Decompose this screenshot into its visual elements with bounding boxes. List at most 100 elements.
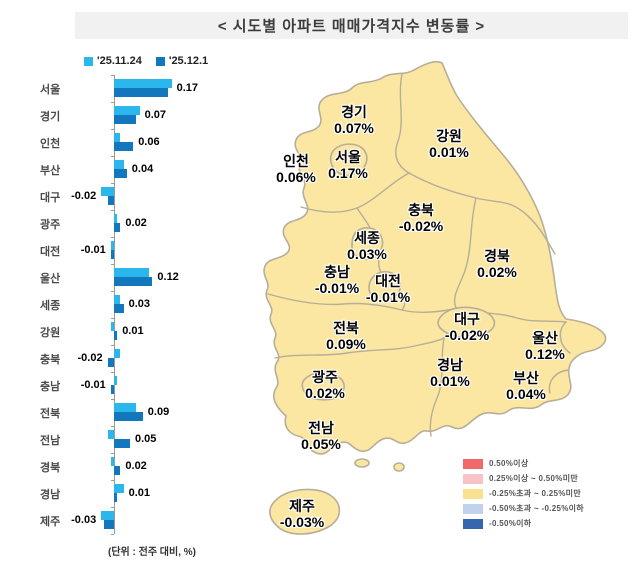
border-gangwon-south: [408, 172, 556, 255]
bar-series1: [114, 160, 124, 169]
bar-series2: [114, 439, 130, 448]
axis-tick: [111, 479, 114, 481]
axis-tick: [111, 263, 114, 265]
map-region-value: 0.01%: [429, 144, 469, 160]
daejeon-shape: [368, 271, 402, 302]
bar-series1: [114, 484, 124, 493]
value-label: 0.17: [176, 82, 199, 94]
map-region-value: 0.04%: [506, 386, 546, 402]
bar-series2: [114, 115, 137, 124]
category-label: 울산: [40, 273, 61, 285]
chart-legend: '25.11.24 '25.12.1: [84, 55, 208, 67]
category-label: 제주: [40, 516, 61, 528]
seoul-shape: [329, 143, 368, 177]
legend-item-series2: '25.12.1: [155, 55, 209, 67]
bar-series1: [114, 349, 121, 358]
map-legend-item: -0.50%초과 ~ -0.25%이하: [463, 503, 584, 514]
category-label: 강원: [40, 327, 61, 339]
island-shape: [354, 458, 370, 468]
series1-swatch-icon: [84, 56, 93, 66]
map-region-label: 울산 0.12%: [525, 330, 565, 362]
map-legend-item: -0.25%초과 ~ 0.25%미만: [463, 488, 581, 499]
bar-series1: [114, 376, 118, 385]
map-region-label: 충북 -0.02%: [399, 202, 443, 234]
map-region-name: 경북: [484, 248, 510, 264]
axis-tick: [111, 344, 114, 346]
value-label: 0.06: [138, 136, 160, 148]
map-region-label: 경기 0.07%: [334, 104, 374, 136]
map-region-value: -0.02%: [398, 218, 444, 234]
map-region-label: 인천 0.06%: [276, 153, 316, 185]
category-label: 인천: [40, 138, 61, 150]
bar-series1: [110, 457, 114, 466]
bar-series2: [114, 223, 121, 232]
axis-tick: [111, 506, 114, 508]
map-legend-label: 0.50%이상: [489, 459, 529, 468]
border-jeonnam-gyeongnam: [429, 337, 445, 437]
bar-series2: [107, 196, 114, 205]
map-region-name: 대전: [375, 273, 401, 289]
value-label: 0.04: [131, 163, 154, 175]
axis-tick: [111, 317, 114, 319]
page-title: < 시도별 아파트 매매가격지수 변동률 >: [217, 18, 486, 35]
category-label: 부산: [40, 165, 61, 177]
legend-label-series2: '25.12.1: [168, 55, 209, 67]
map-region-label: 광주 0.02%: [305, 369, 345, 401]
map-region-value: 0.07%: [334, 120, 374, 136]
axis-tick: [111, 236, 114, 238]
bar-series1: [114, 403, 137, 412]
category-label: 경기: [40, 111, 61, 123]
category-label: 전남: [40, 435, 61, 447]
value-label: -0.02: [71, 190, 97, 202]
sejong-shape: [351, 227, 384, 261]
map-legend-label: 0.25%이상 ~ 0.50%미만: [489, 474, 579, 483]
bar-series2: [114, 277, 153, 286]
map-region-name: 전남: [308, 420, 334, 436]
map-legend-item: -0.50%이하: [463, 518, 531, 529]
border-ulsan: [559, 321, 571, 354]
axis-tick: [111, 533, 114, 535]
border-chungbuk-gyeongbuk: [453, 197, 477, 309]
value-label: -0.03: [71, 514, 97, 526]
map-region-value: -0.01%: [314, 280, 360, 296]
bar-series2: [114, 466, 121, 475]
map-legend-item: 0.25%이상 ~ 0.50%미만: [463, 473, 578, 484]
map-region-label: 전북 0.09%: [326, 320, 366, 352]
axis-tick: [111, 290, 114, 292]
bar-series2: [114, 331, 118, 340]
value-label: 0.02: [125, 460, 147, 472]
map-legend-swatch-icon: [463, 488, 483, 499]
value-label: -0.01: [80, 379, 106, 391]
bar-series2: [110, 250, 114, 259]
value-label: -0.02: [77, 352, 103, 364]
bar-series2: [114, 88, 169, 97]
map-legend-swatch-icon: [463, 518, 483, 529]
value-label: 0.01: [128, 487, 151, 499]
map-region-name: 충남: [324, 264, 350, 280]
map-region-value: -0.03%: [279, 514, 325, 530]
value-label: 0.02: [125, 217, 147, 229]
legend-item-series1: '25.11.24: [84, 55, 142, 67]
category-label: 세종: [40, 300, 61, 312]
map-region-name: 대구: [454, 311, 480, 327]
map-region-label: 세종 0.03%: [347, 230, 387, 262]
category-label: 경북: [40, 462, 61, 474]
bar-series2: [107, 358, 114, 367]
axis-tick: [111, 371, 114, 373]
map-region-name: 제주: [289, 498, 315, 514]
map-region-value: 0.17%: [328, 165, 368, 181]
bar-series1: [114, 133, 121, 142]
category-label: 전북: [40, 408, 61, 420]
bar-series2: [110, 385, 114, 394]
legend-label-series1: '25.11.24: [97, 55, 142, 67]
bar-series1: [101, 511, 114, 520]
map-legend-swatch-icon: [463, 503, 483, 514]
axis-tick: [111, 155, 114, 157]
map-region-value: 0.01%: [430, 373, 470, 389]
title-bar: < 시도별 아파트 매매가격지수 변동률 >: [75, 12, 628, 39]
map-region-name: 울산: [532, 330, 558, 346]
map-region-value: -0.01%: [365, 289, 411, 305]
axis-tick: [111, 101, 114, 103]
